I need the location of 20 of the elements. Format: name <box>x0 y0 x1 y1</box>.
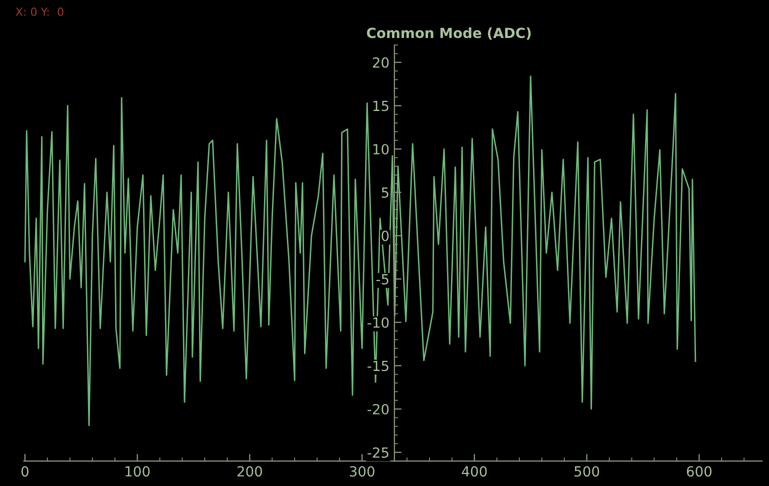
y-tick-label: -20 <box>368 404 389 414</box>
y-tick-label: -5 <box>376 274 388 284</box>
x-tick-label: 100 <box>126 466 150 477</box>
y-tick-label: 10 <box>373 144 389 154</box>
y-tick-label: -10 <box>368 317 389 328</box>
y-tick-label: 0 <box>382 230 389 242</box>
x-tick-label: 0 <box>21 466 28 477</box>
line-series <box>24 76 696 426</box>
y-axis-title: Common Mode (ADC) <box>366 27 531 40</box>
x-tick-label: 300 <box>350 466 374 477</box>
y-tick-label: 20 <box>372 57 389 68</box>
x-tick-label: 200 <box>237 466 262 477</box>
text: X: 0 Y: 0 <box>16 7 64 16</box>
y-tick-label: 5 <box>382 187 388 198</box>
x-tick-label: 500 <box>574 466 600 477</box>
y-tick-label: -15 <box>368 360 388 372</box>
x-tick-label: 600 <box>686 466 712 477</box>
y-tick-label: -25 <box>368 447 388 458</box>
x-tick-label: 400 <box>462 466 487 477</box>
y-tick-label: 15 <box>373 100 388 112</box>
